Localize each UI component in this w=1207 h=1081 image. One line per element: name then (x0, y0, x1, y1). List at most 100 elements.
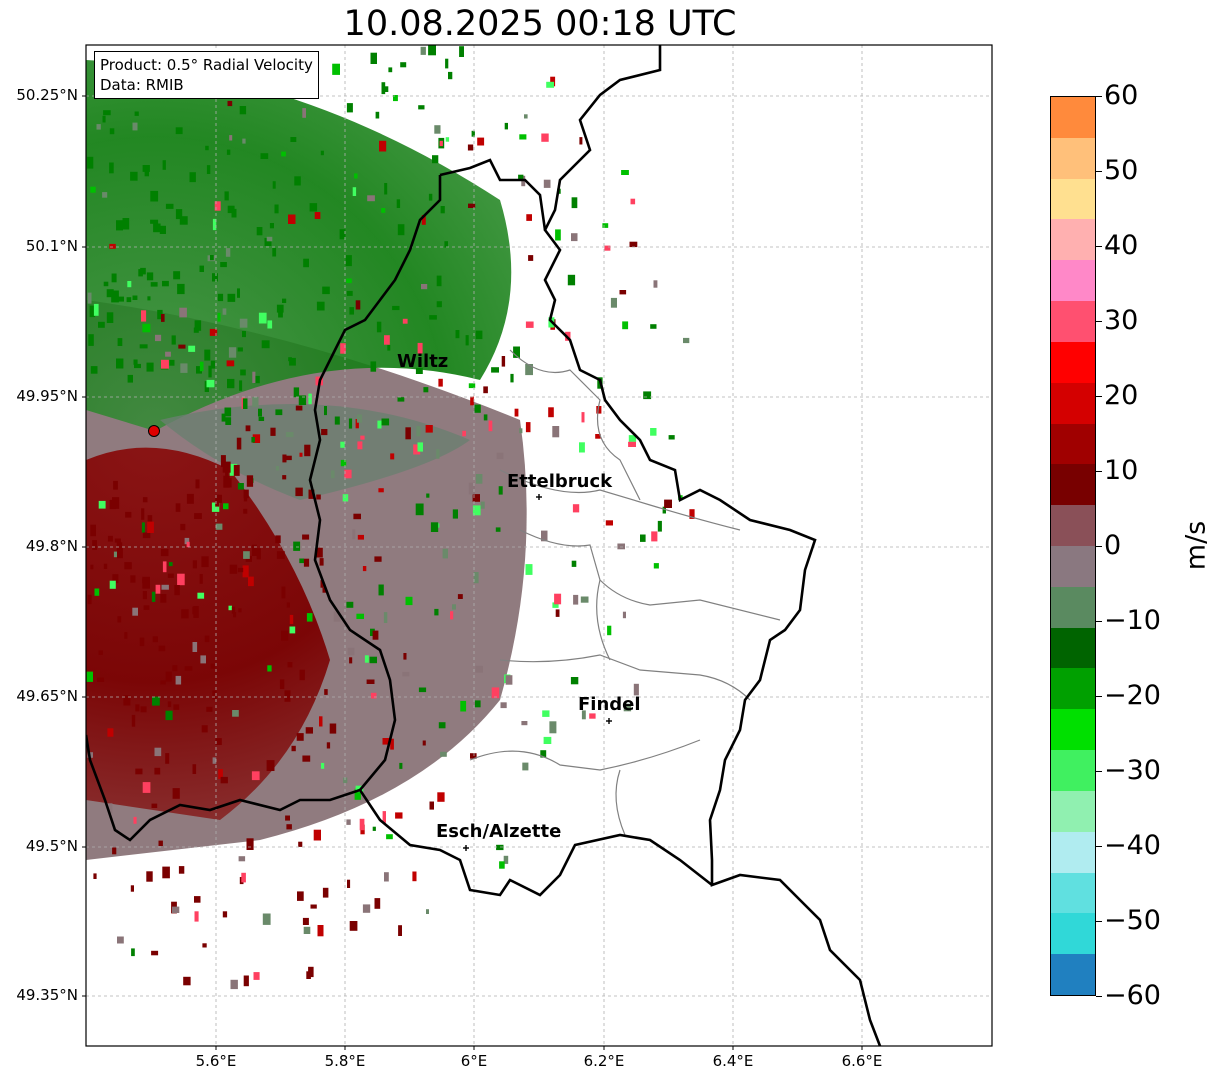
radar-echo-cell (399, 762, 403, 769)
radar-echo-cell (123, 695, 131, 706)
radar-echo-cell (356, 414, 363, 423)
radar-echo-cell (475, 665, 483, 673)
radar-echo-cell (378, 488, 384, 493)
lon-label: 6.4°E (712, 1052, 754, 1070)
radar-echo-cell (567, 274, 576, 286)
lat-label: 49.35°N (16, 986, 78, 1004)
colorbar-tick-label: 20 (1104, 380, 1139, 411)
lon-label: 6.6°E (841, 1052, 883, 1070)
radar-echo-cell (541, 133, 549, 142)
radar-echo-cell (150, 190, 159, 202)
radar-echo-cell (554, 593, 562, 605)
radar-echo-cell (346, 819, 351, 825)
radar-echo-cell (415, 367, 423, 374)
radar-echo-cell (165, 671, 172, 682)
colorbar-tick-label: −30 (1104, 755, 1161, 786)
radar-echo-cell (103, 563, 108, 569)
radar-echo-cell (147, 296, 151, 301)
radar-echo-cell (231, 208, 237, 218)
radar-echo-cell (220, 455, 226, 468)
radar-echo-cell (474, 404, 481, 413)
radar-echo-cell (387, 345, 391, 351)
radar-echo-cell (662, 506, 666, 514)
radar-echo-cell (340, 459, 347, 467)
radar-echo-cell (274, 204, 279, 214)
radar-echo-cell (305, 727, 313, 734)
radar-echo-cell (629, 241, 638, 248)
radar-echo-cell (224, 191, 229, 201)
radar-echo-cell (552, 426, 560, 438)
radar-echo-cell (127, 281, 132, 288)
radar-echo-cell (346, 601, 354, 608)
radar-echo-cell (227, 100, 233, 107)
colorbar-tick-mark (1096, 246, 1102, 247)
radar-echo-cell (188, 345, 196, 352)
radar-echo-cell (275, 466, 279, 471)
radar-echo-cell (260, 153, 269, 159)
radar-echo-cell (320, 150, 324, 156)
colorbar-tick-label: 0 (1104, 530, 1122, 561)
colorbar-band (1051, 219, 1095, 261)
radar-echo-cell (151, 591, 156, 602)
radar-echo-cell (596, 406, 602, 414)
radar-echo-cell (503, 855, 509, 864)
radar-echo-cell (162, 160, 166, 170)
colorbar-band (1051, 137, 1095, 180)
radar-echo-cell (290, 137, 297, 142)
radar-echo-cell (103, 110, 111, 116)
radar-echo-cell (381, 82, 386, 95)
radar-echo-cell (154, 767, 161, 775)
radar-echo-cell (488, 420, 493, 432)
radar-echo-cell (306, 971, 311, 979)
radar-echo-cell (367, 195, 375, 202)
radar-echo-cell (332, 63, 340, 75)
radar-echo-cell (233, 464, 240, 476)
radar-echo-cell (242, 138, 246, 144)
radar-echo-cell (210, 360, 216, 369)
radar-echo-cell (141, 522, 145, 533)
radar-echo-cell (324, 689, 328, 695)
radar-echo-cell (382, 811, 386, 823)
radar-echo-cell (434, 608, 439, 616)
radar-echo-cell (109, 128, 115, 135)
colorbar-tick-mark (1096, 696, 1102, 697)
radar-echo-cell (354, 173, 358, 179)
radar-echo-cell (153, 223, 161, 233)
colorbar-tick-mark (1096, 471, 1102, 472)
radar-echo-cell (525, 364, 533, 376)
radar-echo-cell (442, 548, 448, 559)
radar-echo-cell (252, 434, 261, 443)
radar-echo-cell (295, 405, 303, 411)
radar-echo-cell (402, 318, 408, 324)
radar-echo-cell (362, 566, 367, 572)
radar-echo-cell (140, 267, 146, 275)
radar-echo-cell (178, 344, 186, 349)
lon-label: 5.8°E (324, 1052, 366, 1070)
colorbar-band (1051, 913, 1095, 955)
radar-echo-cell (349, 307, 354, 315)
radar-echo-cell (319, 558, 324, 566)
radar-echo-cell (457, 594, 463, 599)
radar-echo-cell (445, 137, 450, 142)
radar-echo-cell (179, 216, 188, 225)
radar-echo-cell (140, 706, 147, 713)
radar-echo-cell (302, 534, 310, 540)
radar-echo-cell (293, 387, 300, 398)
colorbar-tick-mark (1096, 96, 1102, 97)
radar-echo-cell (287, 662, 293, 668)
radar-echo-cell (237, 483, 244, 490)
radar-echo-cell (113, 551, 118, 558)
radar-echo-cell (152, 696, 160, 706)
radar-echo-cell (379, 140, 387, 152)
radar-echo-cell (172, 906, 180, 913)
radar-echo-cell (294, 176, 301, 186)
radar-echo-cell (285, 432, 294, 438)
radar-echo-cell (346, 290, 353, 296)
radar-echo-cell (298, 395, 307, 405)
radar-echo-cell (192, 642, 198, 652)
radar-echo-cell (364, 655, 369, 663)
colorbar-band (1051, 97, 1095, 139)
radar-echo-cell (206, 706, 213, 712)
radar-echo-cell (289, 614, 294, 624)
